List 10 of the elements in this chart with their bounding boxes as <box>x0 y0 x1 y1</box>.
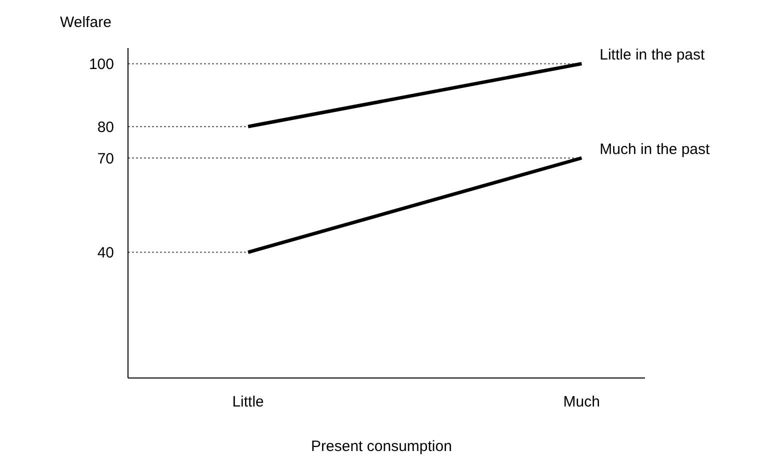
y-axis-title: Welfare <box>60 14 112 31</box>
x-axis-title: Present consumption <box>310 438 453 455</box>
y-tick-label: 100 <box>88 56 114 74</box>
x-tick-label: Much <box>563 394 600 411</box>
series-label: Much in the past <box>600 141 711 158</box>
x-tick-label: Little <box>232 394 264 411</box>
y-tick-label: 80 <box>97 118 114 136</box>
y-tick-label: 40 <box>97 244 114 262</box>
y-tick-label: 70 <box>97 150 114 168</box>
series-label: Little in the past <box>600 46 706 64</box>
